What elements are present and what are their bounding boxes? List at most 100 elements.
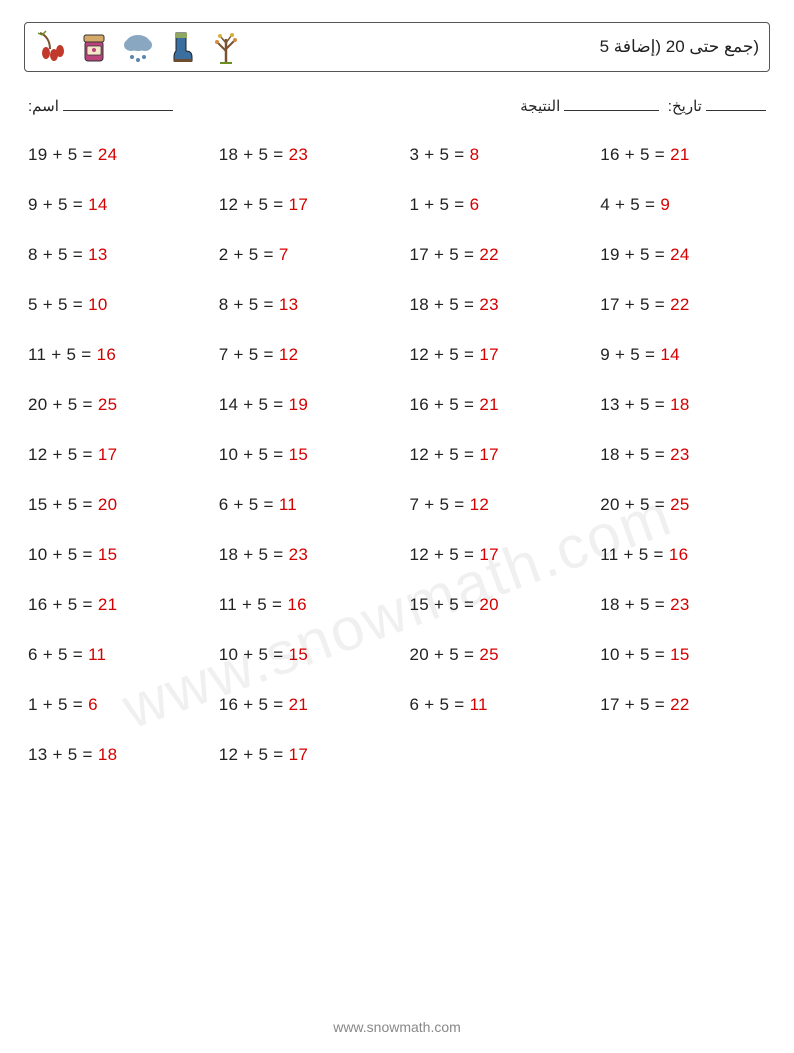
problem-expression: 20 + 5 =	[410, 645, 480, 664]
problem-answer: 21	[98, 595, 118, 614]
problem-answer: 13	[88, 245, 108, 264]
problem-expression: 18 + 5 =	[600, 595, 670, 614]
problem-answer: 24	[670, 245, 690, 264]
problem-answer: 24	[98, 145, 118, 164]
problem-expression: 18 + 5 =	[219, 145, 289, 164]
problem-answer: 25	[670, 495, 690, 514]
rain-cloud-icon	[119, 28, 157, 66]
problem-answer: 15	[289, 645, 309, 664]
problem-expression: 2 + 5 =	[219, 245, 279, 264]
score-label: النتيجة	[520, 97, 560, 115]
problem: 13 + 5 = 18	[600, 395, 766, 415]
problem: 18 + 5 = 23	[219, 145, 385, 165]
problem-answer: 15	[289, 445, 309, 464]
problem-expression: 10 + 5 =	[219, 445, 289, 464]
problem: 11 + 5 = 16	[219, 595, 385, 615]
problem: 9 + 5 = 14	[28, 195, 194, 215]
problem-answer: 23	[289, 145, 309, 164]
problem-answer: 21	[289, 695, 309, 714]
problem-expression: 7 + 5 =	[410, 495, 470, 514]
problem-expression: 8 + 5 =	[28, 245, 88, 264]
problem-expression: 15 + 5 =	[28, 495, 98, 514]
problem-expression: 20 + 5 =	[28, 395, 98, 414]
header-icons	[31, 28, 245, 66]
problem: 6 + 5 = 11	[219, 495, 385, 515]
problem: 1 + 5 = 6	[28, 695, 194, 715]
problem: 17 + 5 = 22	[600, 695, 766, 715]
problem: 5 + 5 = 10	[28, 295, 194, 315]
score-blank[interactable]	[564, 96, 659, 111]
problem-answer: 14	[88, 195, 108, 214]
problem-answer: 10	[88, 295, 108, 314]
problem-answer: 23	[670, 595, 690, 614]
problem-expression: 6 + 5 =	[28, 645, 88, 664]
problem-answer: 20	[98, 495, 118, 514]
problem-expression: 17 + 5 =	[600, 695, 670, 714]
problem-expression: 10 + 5 =	[219, 645, 289, 664]
problem: 16 + 5 = 21	[219, 695, 385, 715]
header-box: (جمع حتى 20 (إضافة 5	[24, 22, 770, 72]
problem-expression: 16 + 5 =	[600, 145, 670, 164]
problem: 18 + 5 = 23	[600, 595, 766, 615]
problem-answer: 20	[479, 595, 499, 614]
problem-expression: 9 + 5 =	[28, 195, 88, 214]
problem-expression: 12 + 5 =	[219, 195, 289, 214]
problem: 12 + 5 = 17	[410, 545, 576, 565]
problem: 6 + 5 = 11	[410, 695, 576, 715]
name-label: :اسم	[28, 97, 59, 115]
problem: 18 + 5 = 23	[219, 545, 385, 565]
problem-expression: 12 + 5 =	[410, 445, 480, 464]
problem-expression: 16 + 5 =	[219, 695, 289, 714]
problem: 14 + 5 = 19	[219, 395, 385, 415]
problem: 18 + 5 = 23	[410, 295, 576, 315]
problem-expression: 12 + 5 =	[410, 545, 480, 564]
problem: 15 + 5 = 20	[410, 595, 576, 615]
problem-expression: 15 + 5 =	[410, 595, 480, 614]
info-row: :اسم النتيجة :تاريخ	[24, 96, 770, 115]
name-blank[interactable]	[63, 96, 173, 111]
rain-boot-icon	[163, 28, 201, 66]
problem: 12 + 5 = 17	[28, 445, 194, 465]
problem: 20 + 5 = 25	[28, 395, 194, 415]
problem-answer: 11	[470, 695, 488, 714]
problem-expression: 18 + 5 =	[600, 445, 670, 464]
problem-answer: 11	[279, 495, 297, 514]
problem: 12 + 5 = 17	[410, 345, 576, 365]
problem-answer: 12	[279, 345, 299, 364]
problem-answer: 9	[660, 195, 670, 214]
problem-expression: 18 + 5 =	[410, 295, 480, 314]
jam-jar-icon	[75, 28, 113, 66]
problem-answer: 16	[97, 345, 117, 364]
problem-answer: 17	[479, 445, 499, 464]
problem-answer: 19	[289, 395, 309, 414]
problem: 12 + 5 = 17	[410, 445, 576, 465]
problem-expression: 13 + 5 =	[600, 395, 670, 414]
problem-answer: 25	[98, 395, 118, 414]
problem-expression: 4 + 5 =	[600, 195, 660, 214]
problem-answer: 14	[660, 345, 680, 364]
worksheet-page: (جمع حتى 20 (إضافة 5 :اسم النتيجة :تاريخ…	[0, 0, 794, 765]
problem-answer: 17	[479, 345, 499, 364]
problem-expression: 10 + 5 =	[600, 645, 670, 664]
problem-answer: 22	[479, 245, 499, 264]
date-blank[interactable]	[706, 96, 766, 111]
problem-expression: 16 + 5 =	[410, 395, 480, 414]
problem-expression: 14 + 5 =	[219, 395, 289, 414]
problem-expression: 16 + 5 =	[28, 595, 98, 614]
problem-expression: 6 + 5 =	[219, 495, 279, 514]
problem: 12 + 5 = 17	[219, 745, 385, 765]
problem: 8 + 5 = 13	[28, 245, 194, 265]
berries-icon	[31, 28, 69, 66]
problem-expression: 11 + 5 =	[28, 345, 97, 364]
problem-answer: 18	[670, 395, 690, 414]
problem-expression: 17 + 5 =	[600, 295, 670, 314]
problem: 1 + 5 = 6	[410, 195, 576, 215]
problem-answer: 23	[289, 545, 309, 564]
problem-answer: 17	[479, 545, 499, 564]
problem-expression: 6 + 5 =	[410, 695, 470, 714]
worksheet-title: (جمع حتى 20 (إضافة 5	[600, 37, 759, 57]
problem-expression: 8 + 5 =	[219, 295, 279, 314]
problem: 11 + 5 = 16	[28, 345, 194, 365]
problem: 20 + 5 = 25	[410, 645, 576, 665]
problem: 3 + 5 = 8	[410, 145, 576, 165]
